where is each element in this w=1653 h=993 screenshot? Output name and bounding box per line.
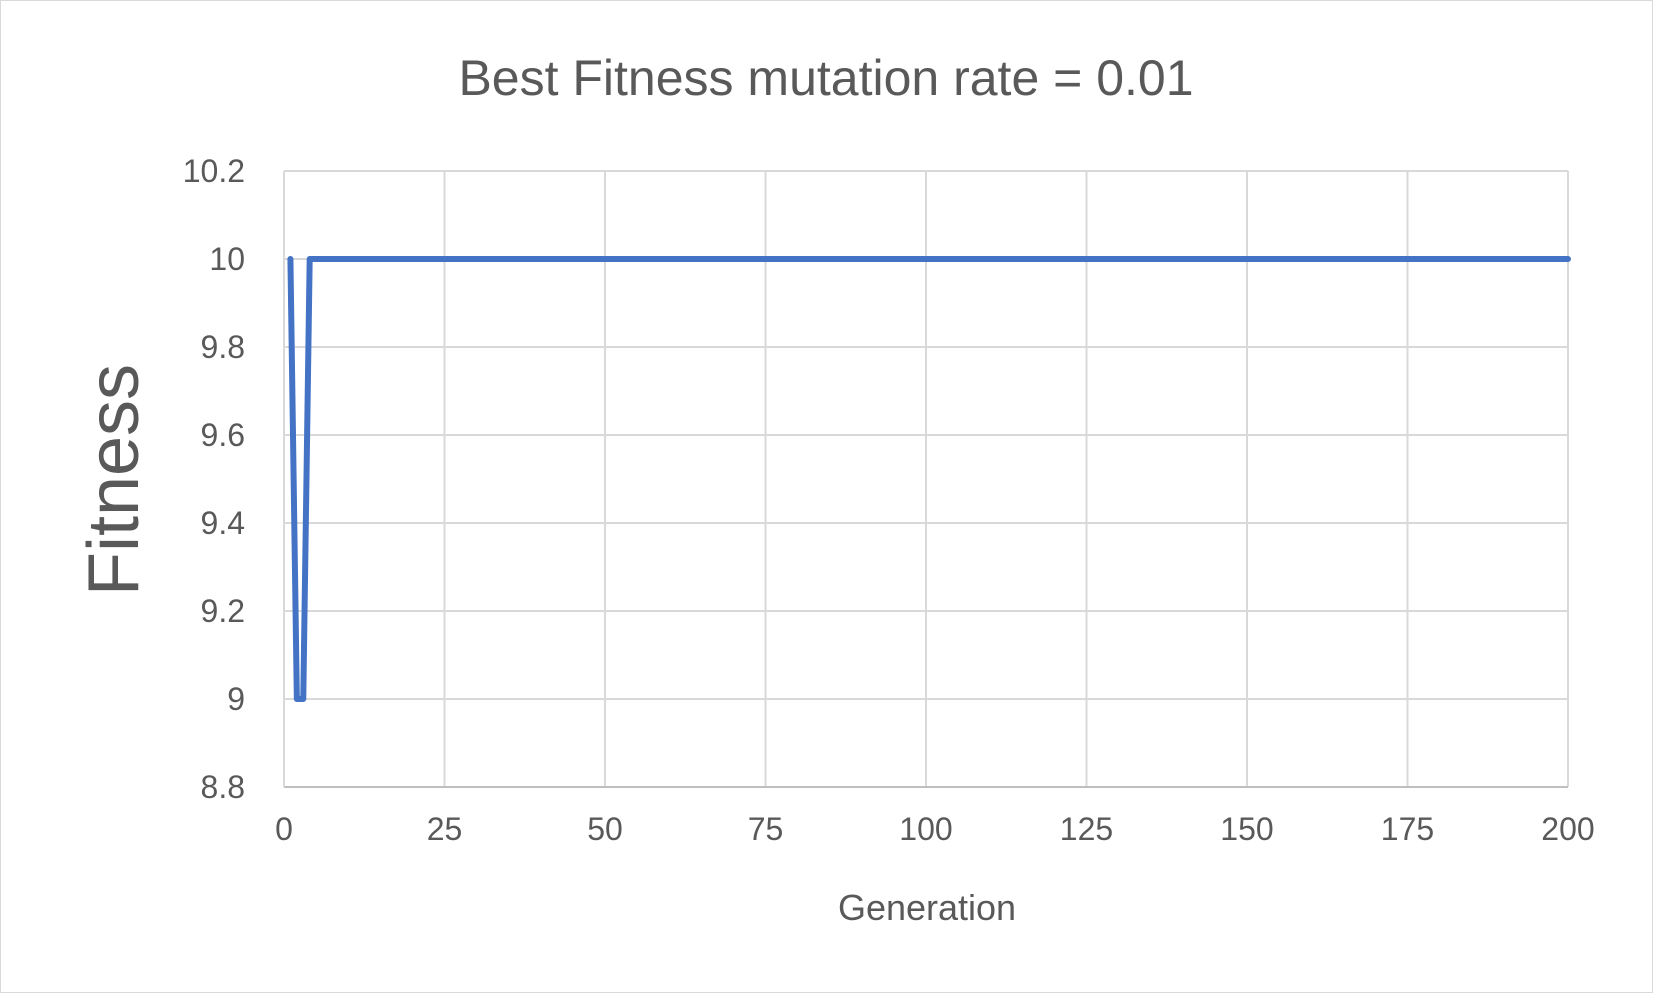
- grid-lines: [283, 170, 1569, 788]
- y-tick-label: 9.6: [201, 417, 245, 453]
- y-tick-label: 10: [209, 241, 245, 277]
- y-tick-label: 9.4: [201, 505, 245, 541]
- x-axis-label: Generation: [838, 887, 1016, 928]
- x-tick-labels: 0 25 50 75 100 125 150 175 200: [275, 811, 1595, 847]
- y-tick-label: 10.2: [183, 153, 245, 189]
- axis-lines: [283, 171, 1568, 788]
- y-tick-label: 9.2: [201, 593, 245, 629]
- series-layer: [287, 256, 1571, 702]
- x-tick-label: 125: [1060, 811, 1113, 847]
- x-tick-label: 100: [899, 811, 952, 847]
- x-tick-label: 175: [1381, 811, 1434, 847]
- y-tick-label: 9: [227, 681, 245, 717]
- x-tick-label: 25: [427, 811, 463, 847]
- y-tick-label: 8.8: [201, 769, 245, 805]
- x-tick-label: 50: [587, 811, 623, 847]
- y-tick-label: 9.8: [201, 329, 245, 365]
- chart-title: Best Fitness mutation rate = 0.01: [458, 50, 1193, 106]
- x-tick-label: 200: [1541, 811, 1594, 847]
- y-tick-labels: 10.2 10 9.8 9.6 9.4 9.2 9 8.8: [183, 153, 245, 805]
- x-tick-label: 150: [1220, 811, 1273, 847]
- x-tick-label: 75: [748, 811, 784, 847]
- x-tick-label: 0: [275, 811, 293, 847]
- series-line-0: [287, 256, 1571, 702]
- y-axis-label: Fitness: [74, 364, 154, 596]
